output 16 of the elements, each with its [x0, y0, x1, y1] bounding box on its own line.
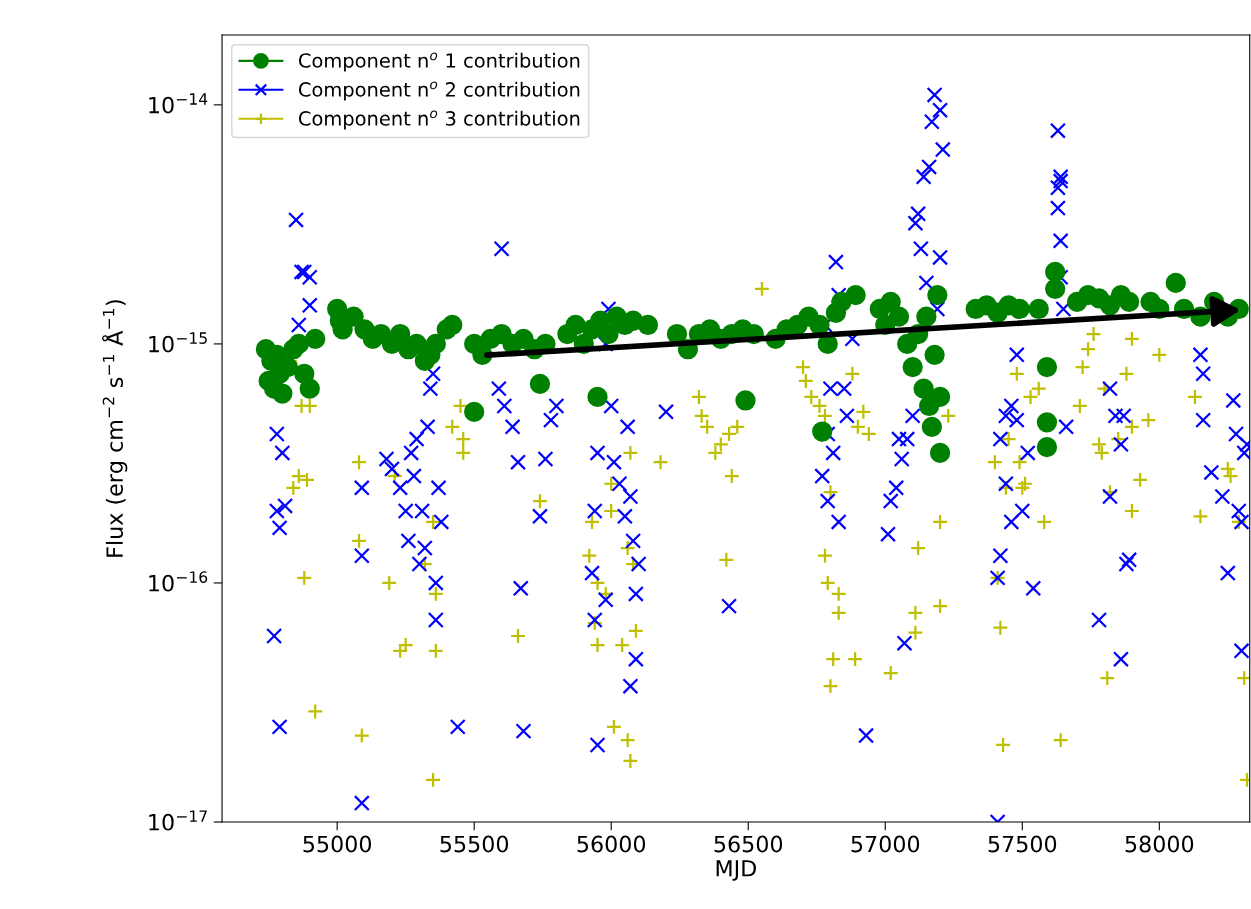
legend-label: Component n$^{o}$ 3 contribution: [298, 110, 580, 130]
x-tick-label: 57000: [851, 835, 920, 853]
legend-label: Component n$^{o}$ 1 contribution: [298, 52, 580, 72]
y-axis-title: Flux (erg cm$^{−2}$ s$^{−1}$ Å$^{−1}$): [102, 300, 128, 557]
x-tick-label: 56000: [577, 835, 646, 853]
x-tick-label: 58000: [1125, 835, 1194, 853]
x-tick-label: 57500: [988, 835, 1057, 853]
y-tick-label: 10$^{−15}$: [149, 332, 207, 353]
x-tick-label: 55500: [440, 835, 509, 853]
x-axis-title: MJD: [716, 860, 757, 881]
y-tick-label: 10$^{−16}$: [149, 571, 208, 592]
legend-label: Component n$^{o}$ 2 contribution: [298, 81, 580, 101]
y-tick-label: 10$^{−17}$: [149, 810, 207, 831]
y-tick-label: 10$^{−14}$: [149, 93, 208, 114]
x-tick-label: 56500: [714, 835, 783, 853]
x-tick-label: 55000: [303, 835, 372, 853]
